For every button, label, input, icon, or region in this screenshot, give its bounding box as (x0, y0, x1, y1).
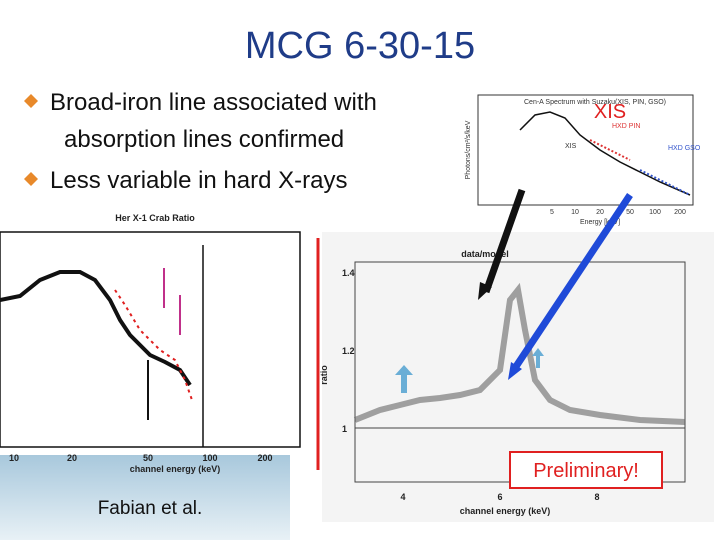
arrow-head (508, 362, 522, 380)
tick-label: 1.4 (342, 268, 355, 278)
tick-label: 200 (674, 209, 686, 216)
tick-label: 6 (497, 492, 502, 502)
plot-frame (477, 94, 694, 206)
bullet-text: absorption lines confirmed (64, 126, 344, 153)
stamp: Preliminary! (533, 460, 639, 482)
plot-curve (353, 282, 686, 425)
right-plot: data/model 1.4 1.2 1 ratio 4 6 8 channel… (319, 232, 714, 522)
tick-label: 10 (571, 209, 579, 216)
tick-label: 20 (67, 453, 77, 463)
axis-label: channel energy (keV) (460, 506, 551, 516)
series-label: HXD PIN (612, 123, 640, 130)
left-plot: Her X-1 Crab Ratio 10 20 50 100 200 chan… (0, 213, 320, 519)
plot-title: Cen-A Spectrum with Suzaku(XIS, PIN, GSO… (524, 99, 666, 106)
tick-label: 20 (596, 209, 604, 216)
plot-curve (0, 270, 192, 387)
series-label: XIS (565, 143, 577, 150)
axis-label: channel energy (keV) (130, 464, 221, 474)
series-label: HXD GSO (668, 145, 701, 152)
tick-label: 50 (143, 453, 153, 463)
stamp-box (509, 451, 663, 489)
arrow-icon (532, 348, 544, 368)
top-plot: Cen-A Spectrum with Suzaku(XIS, PIN, GSO… (465, 94, 701, 226)
slide-title: MCG 6-30-15 (245, 25, 475, 67)
plot-curve (519, 111, 691, 196)
arrow-icon (395, 365, 413, 403)
credit: Fabian et al. (98, 498, 203, 519)
tick-label: 1.2 (342, 346, 355, 356)
bullet-text: Broad-iron line associated with (50, 89, 377, 116)
bullet-icon (24, 172, 38, 186)
plot-curve (589, 139, 631, 161)
tick-label: 1 (342, 424, 347, 434)
tick-label: 8 (594, 492, 599, 502)
axis-label: Energy [keV] (580, 219, 620, 226)
arrow (512, 193, 633, 370)
arrow (482, 188, 526, 294)
bullet-list: Broad-iron line associated with absorpti… (24, 89, 377, 194)
tick-label: 100 (649, 209, 661, 216)
plot-title: Her X-1 Crab Ratio (115, 213, 195, 223)
plot-frame (0, 231, 301, 448)
plot-label: data/model (461, 249, 509, 259)
tick-label: 4 (400, 492, 405, 502)
tick-label: 100 (202, 453, 217, 463)
callout: XIS (594, 101, 626, 123)
arrow-head (478, 282, 492, 300)
axis-label: Photons/cm²/s/keV (465, 120, 472, 179)
background-band (0, 455, 290, 540)
axis-label: ratio (319, 365, 329, 385)
tick-label: 50 (626, 209, 634, 216)
tick-label: 200 (257, 453, 272, 463)
tick-label: 5 (550, 209, 554, 216)
plot-curve (639, 169, 691, 196)
bullet-icon (24, 94, 38, 108)
bullet-text: Less variable in hard X-rays (50, 167, 347, 194)
tick-label: 10 (9, 453, 19, 463)
